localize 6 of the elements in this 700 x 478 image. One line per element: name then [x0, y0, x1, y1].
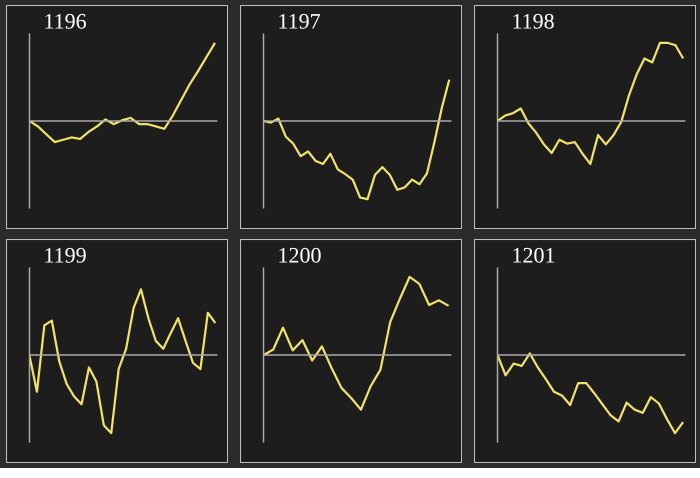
chart-title: 1197 [278, 8, 321, 34]
chart-title: 1199 [44, 242, 87, 268]
chart-title: 1196 [44, 8, 87, 34]
chart-title: 1200 [278, 242, 322, 268]
chart-title: 1198 [512, 8, 555, 34]
chart-title: 1201 [512, 242, 556, 268]
